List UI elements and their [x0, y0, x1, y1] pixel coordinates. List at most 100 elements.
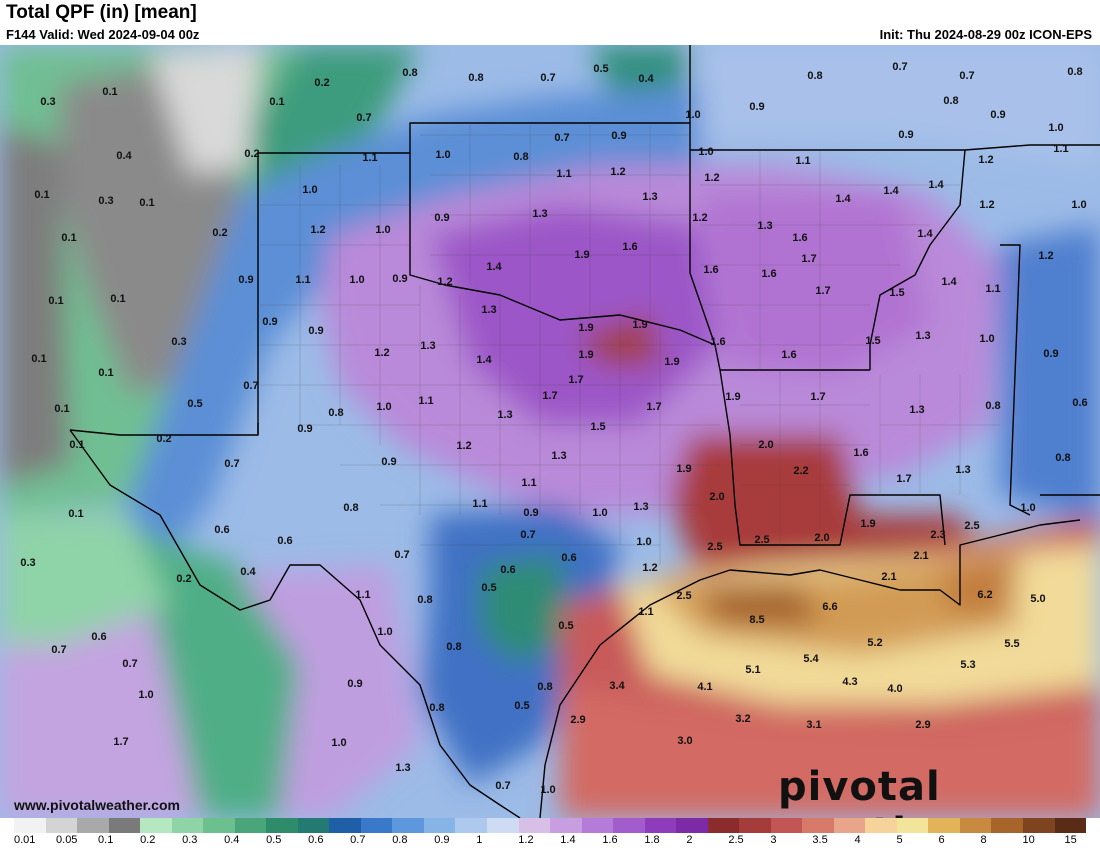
precip-value-label: 4.3 — [842, 676, 857, 688]
precip-value-label: 0.8 — [807, 70, 822, 82]
precip-value-label: 1.7 — [113, 736, 128, 748]
colorbar-swatch — [423, 818, 456, 833]
precip-value-label: 1.9 — [578, 349, 593, 361]
precip-value-label: 1.9 — [578, 322, 593, 334]
precip-value-label: 1.4 — [883, 185, 899, 197]
precip-value-label: 5.4 — [803, 653, 819, 665]
precip-value-label: 1.3 — [481, 304, 496, 316]
precip-value-label: 3.2 — [735, 713, 750, 725]
colorbar-tick-label: 0.6 — [308, 834, 324, 846]
colorbar-tick-label: 0.5 — [266, 834, 282, 846]
precip-value-label: 5.0 — [1030, 593, 1045, 605]
colorbar-swatch — [266, 818, 298, 833]
precip-value-label: 0.8 — [468, 72, 483, 84]
map-header: Total QPF (in) [mean] F144 Valid: Wed 20… — [0, 0, 1100, 45]
precip-value-label: 0.7 — [520, 529, 535, 541]
colorbar-tick-label: 5 — [896, 834, 903, 846]
precip-value-label: 1.1 — [472, 498, 487, 510]
precip-value-label: 1.2 — [704, 172, 719, 184]
precip-value-label: 0.1 — [61, 232, 76, 244]
precip-value-label: 0.8 — [343, 502, 358, 514]
precip-value-label: 1.2 — [1038, 250, 1053, 262]
precip-value-label: 1.3 — [420, 340, 435, 352]
precip-value-label: 0.7 — [51, 644, 66, 656]
colorbar-swatch — [518, 818, 551, 833]
precip-value-label: 1.9 — [632, 319, 647, 331]
precip-value-label: 0.6 — [561, 552, 576, 564]
precip-value-label: 1.5 — [590, 421, 605, 433]
precip-value-label: 0.8 — [513, 151, 528, 163]
precipitation-map[interactable]: 0.3 0.1 0.1 0.2 0.8 0.8 0.7 0.5 0.4 0.8 0.7 0.7 0.8 0… — [0, 45, 1100, 818]
precip-value-label: 1.1 — [418, 395, 433, 407]
precip-value-label: 0.1 — [139, 197, 154, 209]
precip-value-label: 0.4 — [240, 566, 256, 578]
precip-value-label: 1.3 — [395, 762, 410, 774]
precip-value-label: 0.9 — [898, 129, 913, 141]
precip-value-label: 4.0 — [887, 683, 902, 695]
precip-value-label: 0.4 — [638, 73, 654, 85]
precip-value-label: 0.7 — [554, 132, 569, 144]
colorbar-swatch — [108, 818, 141, 833]
precip-value-label: 0.8 — [446, 641, 461, 653]
colorbar-swatch — [928, 818, 960, 833]
colorbar-swatch — [203, 818, 235, 833]
precip-value-label: 1.2 — [692, 212, 707, 224]
precip-value-label: 1.1 — [1053, 143, 1068, 155]
precip-value-label: 2.0 — [814, 532, 829, 544]
precip-value-label: 1.2 — [642, 562, 657, 574]
colorbar-tick-label: 3 — [770, 834, 777, 846]
colorbar-swatch — [455, 818, 487, 833]
precip-value-label: 1.3 — [532, 208, 547, 220]
precip-value-label: 0.9 — [381, 456, 396, 468]
precip-value-label: 2.5 — [676, 590, 691, 602]
colorbar-swatch — [613, 818, 645, 833]
precip-value-label: 2.1 — [881, 571, 896, 583]
precip-value-label: 1.7 — [810, 391, 825, 403]
precip-value-label: 1.0 — [331, 737, 346, 749]
colorbar-swatch — [360, 818, 393, 833]
colorbar-swatch — [770, 818, 803, 833]
precip-value-label: 0.9 — [262, 316, 277, 328]
precip-value-label: 0.8 — [537, 681, 552, 693]
precip-value-label: 1.7 — [568, 374, 583, 386]
precip-value-label: 8.5 — [749, 614, 764, 626]
precip-value-label: 0.7 — [224, 458, 239, 470]
colorbar-tick-label: 3.5 — [812, 834, 828, 846]
precip-value-label: 1.9 — [664, 356, 679, 368]
colorbar-swatch — [1054, 818, 1087, 833]
precip-value-label: 0.8 — [1067, 66, 1082, 78]
precip-value-label: 0.9 — [297, 423, 312, 435]
map-title: Total QPF (in) [mean] — [6, 2, 197, 23]
colorbar-swatch — [833, 818, 866, 833]
precip-value-label: 4.1 — [697, 681, 712, 693]
colorbar-swatch — [329, 818, 361, 833]
website-url[interactable]: www.pivotalweather.com — [14, 797, 180, 813]
precip-value-label: 2.2 — [793, 465, 808, 477]
precip-value-label: 5.1 — [745, 664, 760, 676]
precip-value-label: 0.5 — [187, 398, 202, 410]
precip-value-label: 1.5 — [889, 287, 904, 299]
precip-value-label: 0.3 — [40, 96, 55, 108]
colorbar-swatch — [581, 818, 614, 833]
colorbar-tick-label: 1 — [476, 834, 483, 846]
precip-value-label: 0.6 — [91, 631, 106, 643]
precip-value-label: 0.9 — [347, 678, 362, 690]
precip-value-label: 1.6 — [853, 447, 868, 459]
precip-value-label: 0.9 — [392, 273, 407, 285]
colorbar-swatch — [644, 818, 677, 833]
precip-value-label: 0.1 — [31, 353, 46, 365]
precip-value-label: 1.3 — [757, 220, 772, 232]
precip-value-label: 1.1 — [556, 168, 571, 180]
precip-value-label: 2.5 — [707, 541, 722, 553]
precip-value-label: 0.9 — [749, 101, 764, 113]
precip-value-label: 0.3 — [20, 557, 35, 569]
precip-value-label: 1.0 — [698, 146, 713, 158]
precip-value-label: 1.0 — [1020, 502, 1035, 514]
precip-value-label: 2.1 — [913, 550, 928, 562]
precip-value-label: 1.1 — [521, 477, 536, 489]
precip-value-label: 0.1 — [269, 96, 284, 108]
precip-value-label: 0.1 — [98, 367, 113, 379]
precip-value-label: 1.0 — [349, 274, 364, 286]
precip-value-label: 1.4 — [928, 179, 944, 191]
precip-value-label: 0.3 — [171, 336, 186, 348]
